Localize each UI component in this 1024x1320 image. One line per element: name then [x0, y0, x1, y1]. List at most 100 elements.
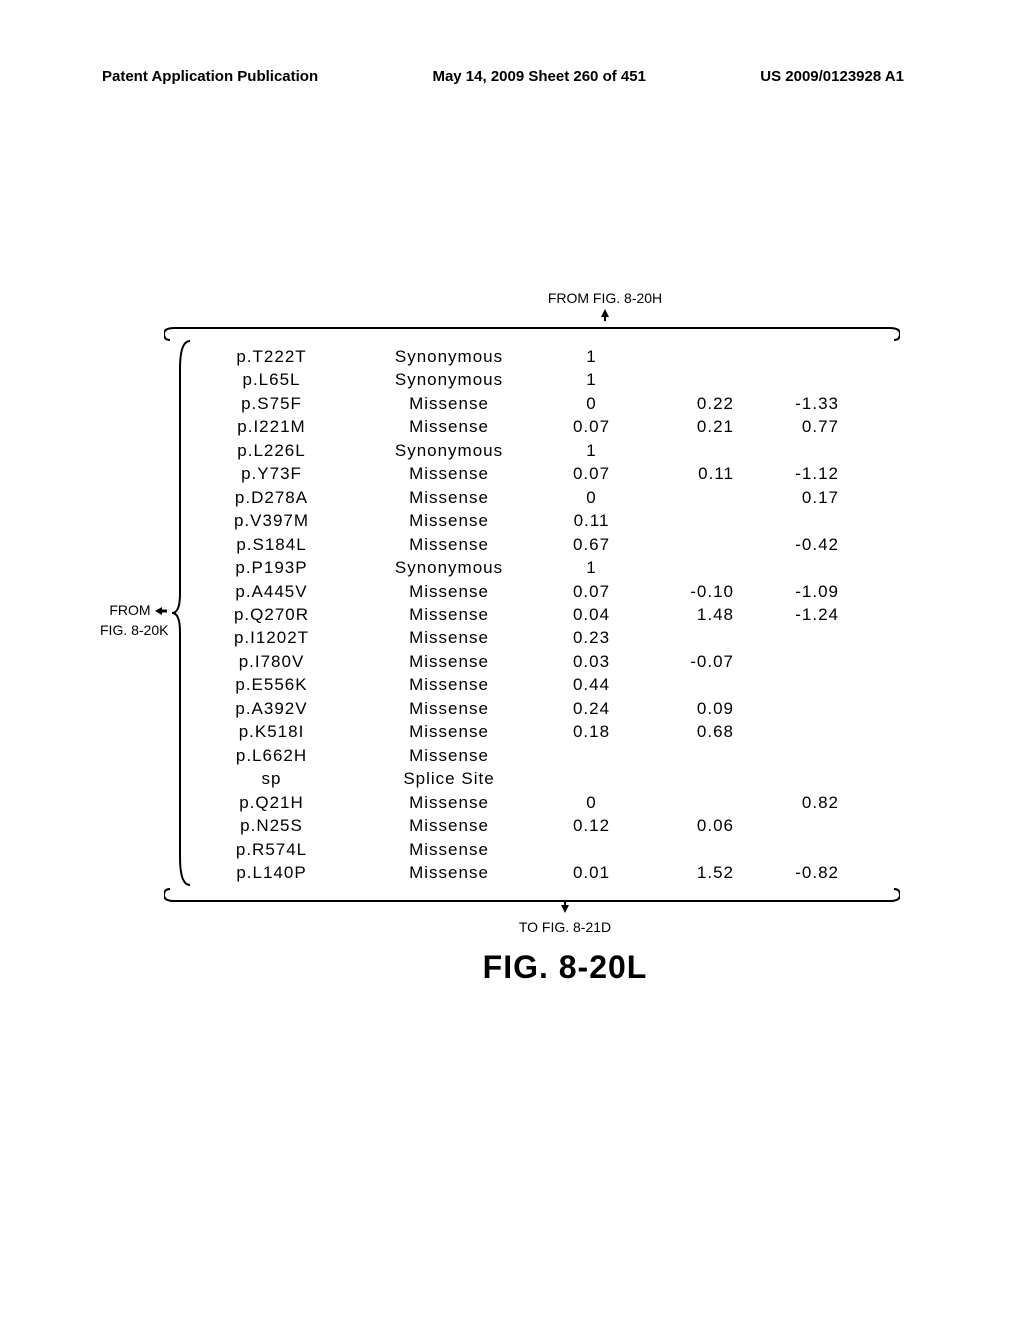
table-row: p.Y73FMissense0.070.11-1.12 — [194, 462, 880, 485]
value1-cell: 1 — [549, 556, 634, 579]
type-cell: Missense — [349, 392, 549, 415]
value3-cell — [734, 744, 839, 767]
table-row: p.L65LSynonymous1 — [194, 368, 880, 391]
table-row: p.Q21HMissense00.82 — [194, 791, 880, 814]
value3-cell: 0.17 — [734, 486, 839, 509]
type-cell: Synonymous — [349, 439, 549, 462]
mutation-cell: p.L65L — [194, 368, 349, 391]
value1-cell: 1 — [549, 345, 634, 368]
table-row: p.I780VMissense0.03-0.07 — [194, 650, 880, 673]
value1-cell: 0.07 — [549, 580, 634, 603]
value1-cell: 0.24 — [549, 697, 634, 720]
value2-cell — [634, 767, 734, 790]
mutation-cell: p.E556K — [194, 673, 349, 696]
page-header: Patent Application Publication May 14, 2… — [0, 68, 1024, 85]
from-top-label: FROM FIG. 8-20H — [310, 290, 900, 306]
table-row: p.L140PMissense0.011.52-0.82 — [194, 861, 880, 884]
value3-cell — [734, 509, 839, 532]
type-cell: Missense — [349, 509, 549, 532]
value1-cell: 0.07 — [549, 415, 634, 438]
value3-cell — [734, 439, 839, 462]
table-row: p.E556KMissense0.44 — [194, 673, 880, 696]
value2-cell: 0.06 — [634, 814, 734, 837]
table-row: p.L662HMissense — [194, 744, 880, 767]
table-row: spSplice Site — [194, 767, 880, 790]
value3-cell — [734, 697, 839, 720]
value1-cell: 0.11 — [549, 509, 634, 532]
mutation-cell: p.S75F — [194, 392, 349, 415]
mutation-cell: p.Y73F — [194, 462, 349, 485]
value3-cell: -0.82 — [734, 861, 839, 884]
type-cell: Missense — [349, 814, 549, 837]
mutation-cell: p.L140P — [194, 861, 349, 884]
header-center: May 14, 2009 Sheet 260 of 451 — [432, 68, 645, 85]
mutation-cell: p.Q21H — [194, 791, 349, 814]
type-cell: Missense — [349, 603, 549, 626]
value3-cell — [734, 626, 839, 649]
from-left-line2: FIG. 8-20K — [100, 622, 168, 638]
mutation-cell: p.S184L — [194, 533, 349, 556]
type-cell: Synonymous — [349, 556, 549, 579]
mutation-cell: p.V397M — [194, 509, 349, 532]
mutation-cell: p.T222T — [194, 345, 349, 368]
value2-cell — [634, 439, 734, 462]
value3-cell — [734, 838, 839, 861]
value3-cell — [734, 720, 839, 743]
table-row: p.T222TSynonymous1 — [194, 345, 880, 368]
table-row: p.V397MMissense0.11 — [194, 509, 880, 532]
mutation-cell: p.D278A — [194, 486, 349, 509]
type-cell: Missense — [349, 720, 549, 743]
value3-cell: -0.42 — [734, 533, 839, 556]
type-cell: Missense — [349, 673, 549, 696]
type-cell: Missense — [349, 486, 549, 509]
header-left: Patent Application Publication — [102, 68, 318, 85]
table-row: p.D278AMissense00.17 — [194, 486, 880, 509]
type-cell: Missense — [349, 462, 549, 485]
to-bottom-label: TO FIG. 8-21D — [230, 919, 900, 935]
value2-cell — [634, 533, 734, 556]
value1-cell: 0 — [549, 791, 634, 814]
type-cell: Missense — [349, 697, 549, 720]
value1-cell: 0.18 — [549, 720, 634, 743]
mutation-cell: p.I1202T — [194, 626, 349, 649]
value2-cell — [634, 838, 734, 861]
value3-cell — [734, 767, 839, 790]
value2-cell: -0.10 — [634, 580, 734, 603]
value3-cell — [734, 650, 839, 673]
type-cell: Missense — [349, 533, 549, 556]
value1-cell: 0.67 — [549, 533, 634, 556]
table-row: p.I221MMissense0.070.210.77 — [194, 415, 880, 438]
mutation-cell: p.N25S — [194, 814, 349, 837]
value1-cell: 0.12 — [549, 814, 634, 837]
type-cell: Missense — [349, 861, 549, 884]
value1-cell: 0.01 — [549, 861, 634, 884]
curve-bottom-icon — [164, 888, 900, 902]
table-row: p.A445VMissense0.07-0.10-1.09 — [194, 580, 880, 603]
value3-cell: -1.33 — [734, 392, 839, 415]
table-row: p.L226LSynonymous1 — [194, 439, 880, 462]
table-row: p.K518IMissense0.180.68 — [194, 720, 880, 743]
table-row: p.P193PSynonymous1 — [194, 556, 880, 579]
arrow-left-icon — [154, 602, 168, 621]
type-cell: Splice Site — [349, 767, 549, 790]
table-row: p.R574LMissense — [194, 838, 880, 861]
type-cell: Missense — [349, 415, 549, 438]
value2-cell: 1.52 — [634, 861, 734, 884]
value1-cell — [549, 838, 634, 861]
value2-cell — [634, 744, 734, 767]
table-row: p.S184LMissense0.67 -0.42 — [194, 533, 880, 556]
figure-label: FIG. 8-20L — [230, 949, 900, 986]
value3-cell: 0.82 — [734, 791, 839, 814]
arrow-up-icon — [310, 308, 900, 327]
mutation-cell: p.R574L — [194, 838, 349, 861]
header-right: US 2009/0123928 A1 — [760, 68, 904, 85]
mutation-cell: sp — [194, 767, 349, 790]
from-left-label: FROM FIG. 8-20K — [100, 601, 168, 640]
mutation-cell: p.L226L — [194, 439, 349, 462]
value1-cell: 1 — [549, 368, 634, 391]
value2-cell — [634, 368, 734, 391]
curve-top-icon — [164, 327, 900, 341]
mutation-cell: p.K518I — [194, 720, 349, 743]
value2-cell — [634, 791, 734, 814]
mutation-cell: p.I221M — [194, 415, 349, 438]
